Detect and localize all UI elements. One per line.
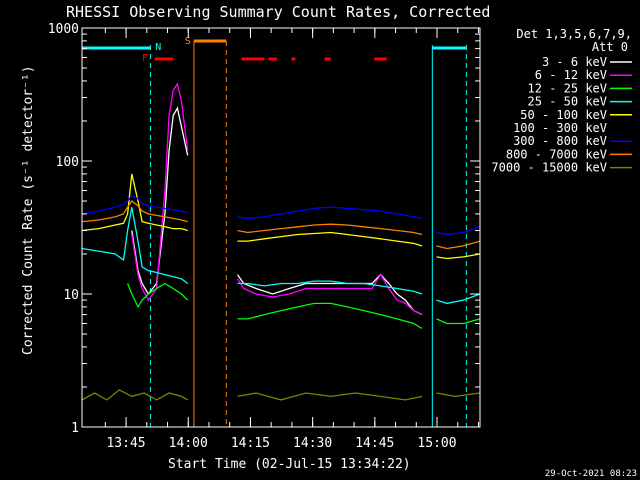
series-line-3-segment-3 <box>436 318 481 325</box>
series-line-2-segment-2 <box>236 273 423 316</box>
timestamp: 29-Oct-2021 08:23 <box>545 469 637 479</box>
series-line-8-segment-1 <box>81 200 188 223</box>
chart-title: RHESSI Observing Summary Count Rates, Co… <box>66 3 490 21</box>
flag-f-label: F <box>142 53 148 64</box>
legend-label-1: 3 - 6 keV <box>542 55 607 69</box>
axes: 1 10 100 1000 13:45 14:00 14:15 14:30 14:45 15:00 <box>48 22 480 451</box>
series-line-9-segment-1 <box>81 389 189 401</box>
series-line-7-segment-3 <box>436 226 481 236</box>
series-line-7-segment-2 <box>237 206 423 220</box>
legend-label-2: 6 - 12 keV <box>535 68 607 82</box>
legend-label-6: 100 - 300 keV <box>513 121 607 135</box>
series-line-1-segment-1 <box>131 106 189 296</box>
legend-label-9: 7000 - 15000 keV <box>491 161 607 175</box>
y-axis-label: Corrected Count Rate (s⁻¹ detector⁻¹) <box>21 65 36 355</box>
x-tick-label: 14:30 <box>293 436 332 451</box>
legend-label-7: 300 - 800 keV <box>513 134 607 148</box>
series-line-5-segment-1 <box>81 173 188 232</box>
y-tick-label: 10 <box>63 288 79 303</box>
legend-header-line-2: Att 0 <box>592 40 628 54</box>
series-line-9-segment-3 <box>436 392 481 398</box>
x-tick-label: 14:45 <box>355 436 394 451</box>
series-line-8-segment-3 <box>436 240 481 250</box>
x-tick-label: 14:00 <box>169 436 208 451</box>
series-line-2-segment-1 <box>131 82 189 302</box>
flag-s-label: S <box>185 36 191 47</box>
legend-label-4: 25 - 50 keV <box>528 95 607 109</box>
x-tick-label: 13:45 <box>106 436 145 451</box>
x-axis-label: Start Time (02-Jul-15 13:34:22) <box>168 457 411 472</box>
plot-area: NF S <box>81 36 481 427</box>
x-tick-label: 15:00 <box>417 436 456 451</box>
y-tick-label: 1 <box>71 421 79 436</box>
series-line-4-segment-1 <box>81 206 189 285</box>
legend-header-line-1: Det 1,3,5,6,7,9, <box>516 27 632 41</box>
plot-frame <box>81 27 481 428</box>
series-line-9-segment-2 <box>237 392 423 401</box>
series-line-3-segment-2 <box>237 302 423 330</box>
series-line-3-segment-1 <box>126 282 189 309</box>
legend-label-5: 50 - 100 keV <box>520 108 607 122</box>
y-tick-label: 100 <box>56 155 79 170</box>
legend-label-8: 800 - 7000 keV <box>506 147 607 161</box>
series-line-4-segment-3 <box>436 293 481 305</box>
series-line-4-segment-2 <box>237 280 423 295</box>
series-line-5-segment-2 <box>237 231 423 247</box>
series-line-8-segment-2 <box>237 223 423 236</box>
legend-label-3: 12 - 25 keV <box>528 81 607 95</box>
y-tick-label: 1000 <box>48 22 79 37</box>
flag-n-label: N <box>155 42 161 53</box>
x-tick-label: 14:15 <box>231 436 270 451</box>
series-line-5-segment-3 <box>436 253 481 260</box>
series-line-7-segment-1 <box>81 194 188 215</box>
